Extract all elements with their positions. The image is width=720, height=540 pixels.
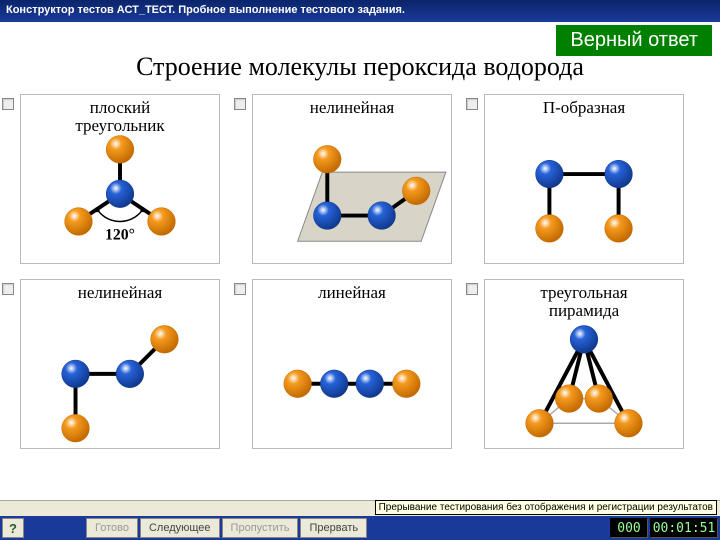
molecule-nonlinear-2 [21,280,219,448]
molecule-pyramid [485,280,683,448]
checkbox-icon[interactable] [466,98,478,110]
option-5[interactable]: линейная [250,279,470,454]
titlebar: Конструктор тестов АСТ_ТЕСТ. Пробное вып… [0,0,720,22]
checkbox-icon[interactable] [466,283,478,295]
molecule-planar-triangle: 120° [21,95,219,263]
molecule-p-shape [485,95,683,263]
skip-button[interactable]: Пропустить [222,518,299,538]
help-button[interactable]: ? [2,518,24,538]
next-button[interactable]: Следующее [140,518,220,538]
option-6[interactable]: треугольнаяпирамида [482,279,702,454]
help-icon: ? [9,521,17,536]
checkbox-icon[interactable] [234,98,246,110]
question-counter: 000 [610,518,648,538]
option-2[interactable]: нелинейная [250,94,470,269]
option-3[interactable]: П-образная [482,94,702,269]
options-grid: плоскийтреугольник 120° нелинейная П-обр… [0,94,720,454]
checkbox-icon[interactable] [2,98,14,110]
option-card: П-образная [484,94,684,264]
svg-text:120°: 120° [105,226,135,243]
option-card: нелинейная [20,279,220,449]
option-4[interactable]: нелинейная [18,279,238,454]
checkbox-icon[interactable] [2,283,14,295]
bottom-toolbar: ? Готово Следующее Пропустить Прервать 0… [0,516,720,540]
timer: 00:01:51 [650,518,718,538]
option-card: плоскийтреугольник 120° [20,94,220,264]
question-text: Строение молекулы пероксида водорода [0,52,720,82]
option-card: треугольнаяпирамида [484,279,684,449]
checkbox-icon[interactable] [234,283,246,295]
option-card: нелинейная [252,94,452,264]
tooltip-msg: Прерывание тестирования без отображения … [375,500,717,515]
ready-button[interactable]: Готово [86,518,138,538]
correct-answer-badge: Верный ответ [556,25,712,56]
option-1[interactable]: плоскийтреугольник 120° [18,94,238,269]
molecule-nonlinear-plane [253,95,451,263]
molecule-linear [253,280,451,448]
abort-button[interactable]: Прервать [300,518,367,538]
option-card: линейная [252,279,452,449]
